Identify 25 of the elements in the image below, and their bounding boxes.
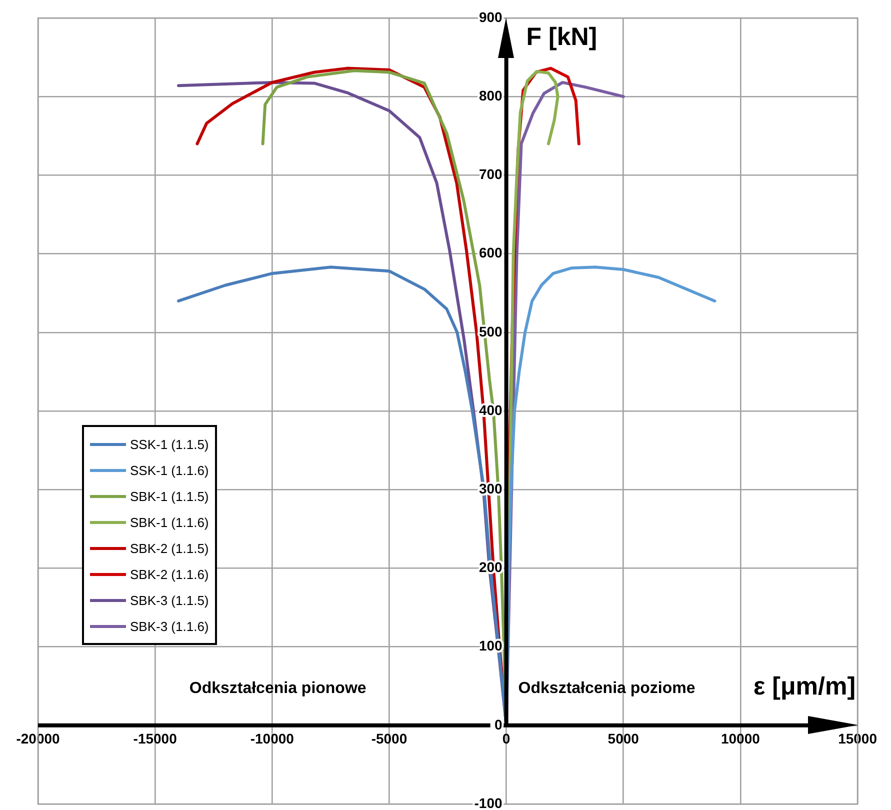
legend-label: SSK-1 (1.1.5) (130, 436, 209, 452)
legend-label: SBK-2 (1.1.6) (130, 566, 209, 582)
x-tick-label: 5000 (608, 730, 640, 747)
legend-label: SBK-1 (1.1.6) (130, 514, 209, 530)
x-tick-label: -10000 (250, 730, 294, 747)
y-tick-label: -100 (474, 794, 503, 810)
legend-label: SBK-3 (1.1.5) (130, 592, 209, 608)
annotation: Odkształcenia poziome (518, 680, 696, 697)
legend-label: SBK-1 (1.1.5) (130, 488, 209, 504)
legend-label: SBK-2 (1.1.5) (130, 540, 209, 556)
x-tick-label: -20000 (16, 730, 60, 747)
y-axis-title: F [kN] (526, 22, 598, 51)
legend-label: SSK-1 (1.1.6) (130, 462, 209, 478)
x-tick-label: -15000 (133, 730, 178, 747)
y-tick-label: 600 (478, 244, 503, 261)
x-tick-label: 10000 (720, 730, 760, 747)
x-axis-title: ε [μm/m] (753, 672, 856, 700)
x-tick-label: 15000 (838, 730, 878, 747)
y-tick-label: 0 (494, 716, 503, 732)
y-tick-label: 900 (478, 8, 503, 25)
y-tick-label: 700 (478, 166, 503, 182)
y-tick-label: 800 (478, 87, 503, 104)
x-tick-label: -5000 (371, 730, 408, 747)
legend-label: SBK-3 (1.1.6) (130, 618, 209, 634)
annotation: Odkształcenia pionowe (189, 680, 366, 697)
